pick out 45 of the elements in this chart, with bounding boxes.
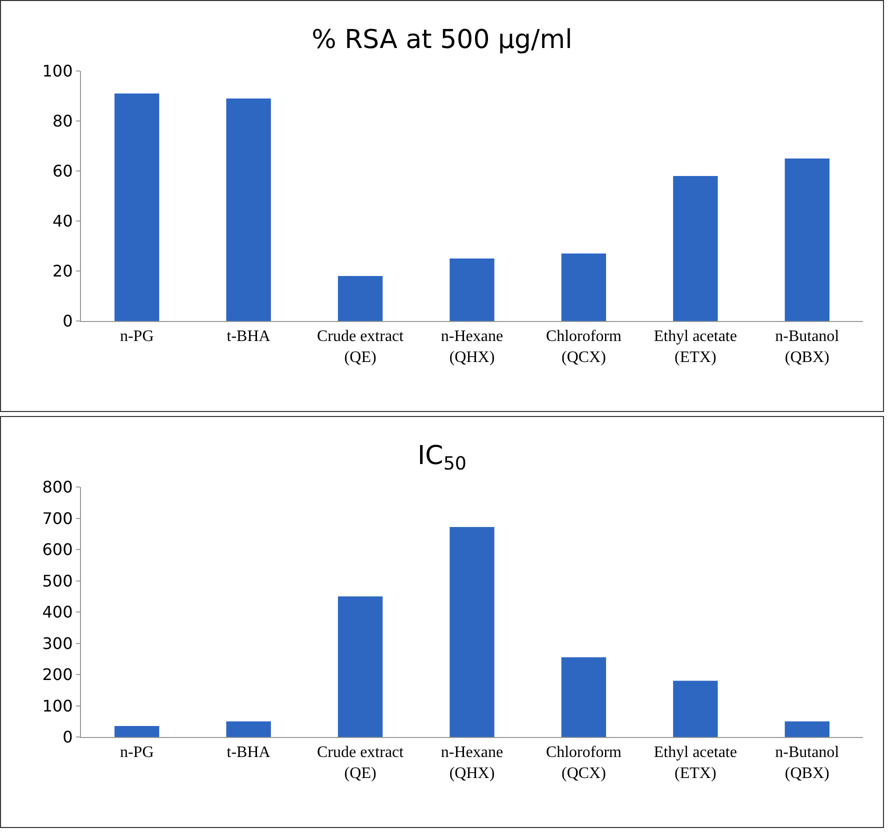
y-tick-label: 20: [52, 262, 73, 281]
bar: [561, 254, 606, 321]
bar: [561, 657, 606, 737]
x-tick-label: n-PG: [120, 328, 154, 346]
bar: [450, 258, 494, 321]
y-tick-label: 60: [52, 162, 73, 181]
bar: [114, 94, 160, 321]
x-tick-label: n-Hexane (QHX): [440, 744, 504, 782]
x-tick-label: t-BHA: [226, 744, 271, 762]
y-tick-label: 80: [52, 112, 73, 131]
x-tick-label: n-PG: [120, 744, 154, 762]
y-tick-label: 800: [42, 478, 73, 497]
bar: [226, 721, 271, 737]
bar: [673, 176, 718, 321]
y-tick-label: 300: [42, 634, 73, 653]
y-tick-label: 40: [52, 212, 73, 231]
x-tick-label: Crude extract (QE): [316, 744, 404, 782]
y-tick-label: 600: [42, 540, 73, 560]
x-tick-label: t-BHA: [226, 328, 271, 346]
x-tick-label: Crude extract (QE): [316, 328, 404, 366]
x-tick-label: Chloroform (QCX): [546, 328, 622, 366]
bar: [338, 596, 383, 737]
y-tick-label: 700: [42, 508, 73, 528]
y-tick-label: 200: [42, 665, 73, 684]
bar: [784, 721, 830, 737]
x-tick-label: Ethyl acetate (ETX): [654, 328, 737, 366]
bar: [338, 276, 383, 321]
bar: [114, 726, 160, 737]
bar: [673, 680, 718, 737]
bar: [784, 158, 830, 321]
y-tick-label: 100: [42, 696, 73, 716]
x-tick-label: Ethyl acetate (ETX): [654, 744, 737, 782]
bar: [450, 527, 494, 737]
chart-title: IC$_{50}$: [418, 440, 466, 474]
x-tick-label: n-Hexane (QHX): [440, 328, 504, 366]
x-tick-label: Chloroform (QCX): [546, 744, 622, 782]
bar: [226, 98, 271, 321]
y-tick-label: 0: [62, 728, 73, 747]
y-tick-label: 500: [42, 571, 73, 590]
x-tick-label: n-Butanol (QBX): [775, 328, 840, 366]
x-tick-label: n-Butanol (QBX): [775, 744, 840, 782]
y-tick-label: 0: [62, 312, 73, 331]
y-tick-label: 100: [42, 62, 73, 81]
chart-title: % RSA at 500 µg/ml: [312, 24, 572, 55]
y-tick-label: 400: [42, 602, 73, 622]
